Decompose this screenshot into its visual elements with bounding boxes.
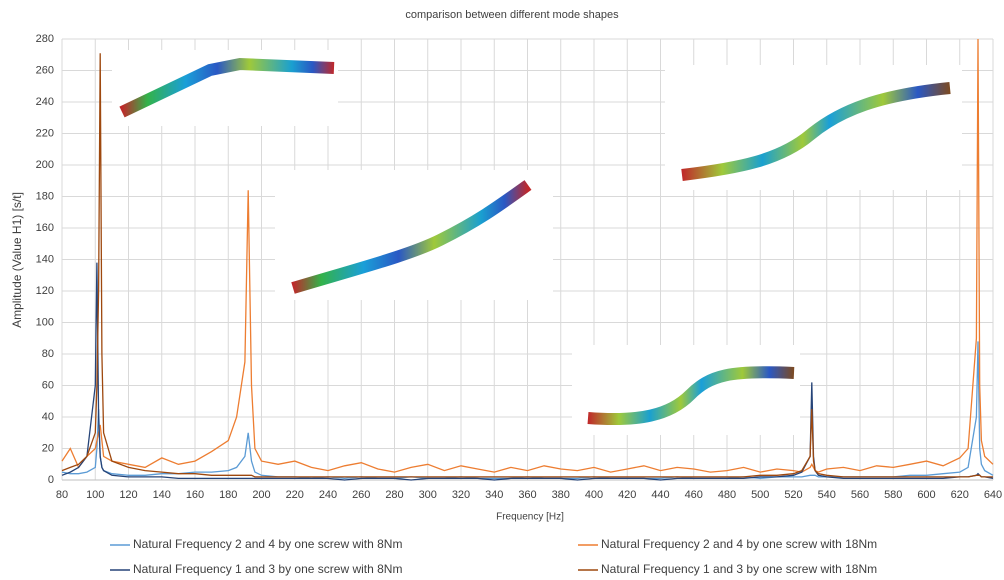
x-tick-label: 360 xyxy=(518,489,536,501)
x-tick-label: 600 xyxy=(917,489,935,501)
y-tick-label: 40 xyxy=(42,411,54,423)
x-tick-label: 440 xyxy=(651,489,669,501)
y-tick-label: 100 xyxy=(36,316,54,328)
x-tick-label: 180 xyxy=(219,489,237,501)
y-tick-label: 260 xyxy=(36,64,54,76)
x-tick-label: 240 xyxy=(319,489,337,501)
x-tick-label: 260 xyxy=(352,489,370,501)
y-tick-label: 180 xyxy=(36,190,54,202)
legend-label: Natural Frequency 1 and 3 by one screw w… xyxy=(601,562,877,576)
x-tick-label: 100 xyxy=(86,489,104,501)
y-tick-label: 60 xyxy=(42,379,54,391)
x-tick-label: 480 xyxy=(718,489,736,501)
y-tick-label: 80 xyxy=(42,348,54,360)
x-tick-label: 640 xyxy=(984,489,1002,501)
legend-label: Natural Frequency 2 and 4 by one screw w… xyxy=(133,537,402,551)
x-tick-label: 200 xyxy=(252,489,270,501)
x-tick-label: 300 xyxy=(419,489,437,501)
x-tick-label: 400 xyxy=(585,489,603,501)
legend-label: Natural Frequency 1 and 3 by one screw w… xyxy=(133,562,402,576)
x-tick-label: 500 xyxy=(751,489,769,501)
y-tick-label: 20 xyxy=(42,442,54,454)
legend-label: Natural Frequency 2 and 4 by one screw w… xyxy=(601,537,877,551)
x-tick-label: 460 xyxy=(685,489,703,501)
x-tick-label: 320 xyxy=(452,489,470,501)
y-tick-label: 220 xyxy=(36,127,54,139)
x-tick-label: 380 xyxy=(552,489,570,501)
y-axis-label: Amplitude (Value H1) [s/t] xyxy=(10,192,24,328)
x-tick-label: 580 xyxy=(884,489,902,501)
chart: comparison between different mode shapes… xyxy=(0,0,1004,580)
x-tick-label: 420 xyxy=(618,489,636,501)
y-tick-label: 240 xyxy=(36,96,54,108)
x-tick-label: 140 xyxy=(153,489,171,501)
x-tick-label: 340 xyxy=(485,489,503,501)
x-tick-label: 280 xyxy=(385,489,403,501)
mode-shape-insets xyxy=(112,50,962,435)
y-tick-label: 0 xyxy=(48,474,54,486)
x-tick-label: 80 xyxy=(56,489,68,501)
x-tick-label: 540 xyxy=(818,489,836,501)
x-tick-label: 120 xyxy=(119,489,137,501)
chart-title: comparison between different mode shapes xyxy=(405,9,619,21)
x-tick-label: 560 xyxy=(851,489,869,501)
x-axis-label: Frequency [Hz] xyxy=(496,512,564,523)
x-tick-label: 220 xyxy=(286,489,304,501)
y-tick-label: 120 xyxy=(36,285,54,297)
y-tick-label: 140 xyxy=(36,253,54,265)
y-tick-label: 200 xyxy=(36,159,54,171)
y-tick-label: 160 xyxy=(36,222,54,234)
x-tick-label: 520 xyxy=(784,489,802,501)
y-tick-label: 280 xyxy=(36,33,54,45)
legend: Natural Frequency 2 and 4 by one screw w… xyxy=(110,537,877,576)
x-tick-label: 620 xyxy=(951,489,969,501)
x-tick-label: 160 xyxy=(186,489,204,501)
